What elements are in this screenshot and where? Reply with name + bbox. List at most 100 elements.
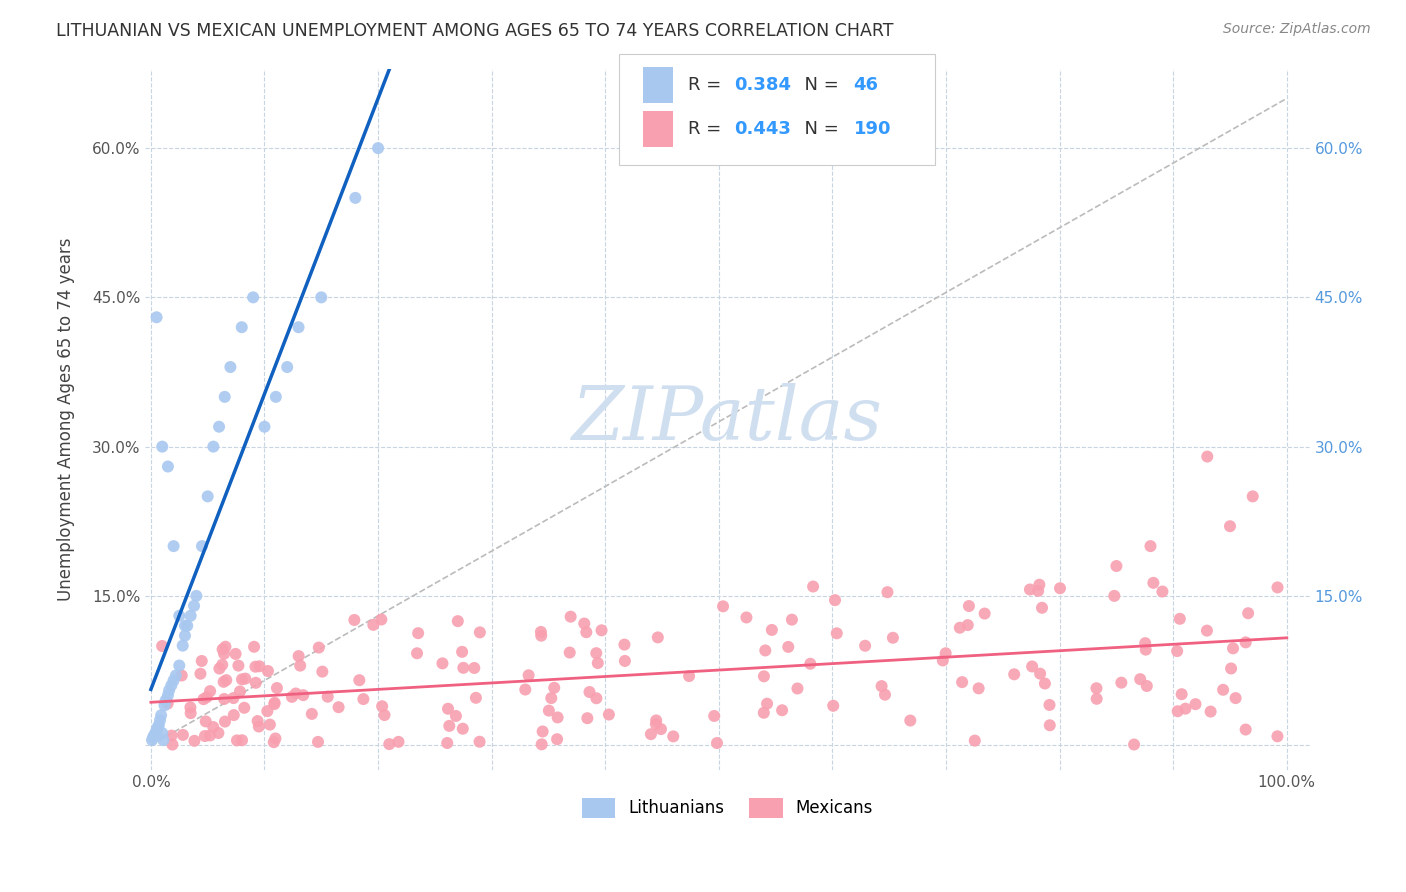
Point: [650, 722, 672, 736]
Point: [150, 726, 173, 740]
Point: [647, 631, 669, 645]
Point: [190, 666, 212, 681]
Point: [156, 689, 179, 703]
Point: [284, 686, 307, 700]
Point: [343, 613, 366, 627]
Point: [143, 728, 166, 742]
Point: [1129, 672, 1152, 686]
Point: [1170, 687, 1192, 701]
Point: [711, 599, 734, 614]
Point: [786, 681, 808, 696]
Point: [226, 733, 249, 747]
Point: [148, 718, 170, 732]
Point: [1212, 682, 1234, 697]
Point: [437, 702, 460, 716]
Point: [202, 440, 225, 454]
Point: [1049, 581, 1071, 595]
Point: [451, 645, 474, 659]
Point: [823, 698, 845, 713]
Text: N =: N =: [793, 120, 845, 138]
Point: [292, 688, 315, 702]
Point: [547, 710, 569, 724]
Point: [586, 656, 609, 670]
Point: [378, 737, 401, 751]
Point: [160, 729, 183, 743]
Point: [155, 693, 177, 707]
Point: [585, 646, 607, 660]
Point: [770, 703, 793, 717]
Point: [530, 737, 553, 751]
Point: [585, 691, 607, 706]
Point: [1222, 641, 1244, 656]
Point: [780, 613, 803, 627]
Point: [801, 580, 824, 594]
Text: 190: 190: [853, 120, 891, 138]
Point: [1152, 584, 1174, 599]
Point: [215, 673, 238, 687]
Point: [212, 692, 235, 706]
Text: Source: ZipAtlas.com: Source: ZipAtlas.com: [1223, 22, 1371, 37]
Point: [246, 714, 269, 728]
Point: [328, 700, 350, 714]
Point: [1220, 661, 1243, 675]
Point: [531, 724, 554, 739]
Point: [231, 673, 253, 687]
Point: [453, 661, 475, 675]
Point: [263, 697, 285, 711]
Point: [432, 657, 454, 671]
Point: [543, 681, 565, 695]
Text: R =: R =: [688, 76, 727, 94]
Point: [932, 653, 955, 667]
Point: [444, 709, 467, 723]
Point: [451, 722, 474, 736]
Point: [598, 707, 620, 722]
Point: [141, 733, 163, 747]
Point: [574, 616, 596, 631]
Point: [1021, 659, 1043, 673]
Point: [197, 489, 219, 503]
Point: [537, 704, 560, 718]
Point: [1234, 723, 1257, 737]
Point: [1105, 559, 1128, 574]
Point: [191, 539, 214, 553]
Point: [214, 714, 236, 729]
Point: [281, 690, 304, 704]
Point: [973, 607, 995, 621]
Point: [174, 629, 197, 643]
Point: [157, 683, 180, 698]
Point: [882, 631, 904, 645]
Point: [183, 734, 205, 748]
Point: [231, 733, 253, 747]
Point: [1026, 583, 1049, 598]
Point: [935, 646, 957, 660]
Point: [558, 646, 581, 660]
Point: [1241, 489, 1264, 503]
Text: 0.443: 0.443: [734, 120, 790, 138]
Point: [706, 736, 728, 750]
Point: [575, 625, 598, 640]
Point: [307, 735, 329, 749]
Point: [447, 614, 470, 628]
Point: [263, 735, 285, 749]
Point: [162, 539, 184, 553]
Point: [1028, 578, 1050, 592]
Point: [406, 626, 429, 640]
Point: [222, 691, 245, 706]
Point: [174, 618, 197, 632]
Point: [160, 678, 183, 692]
Point: [678, 669, 700, 683]
Point: [578, 685, 600, 699]
Point: [1039, 718, 1062, 732]
Y-axis label: Unemployment Among Ages 65 to 74 years: Unemployment Among Ages 65 to 74 years: [58, 237, 75, 601]
Point: [613, 654, 636, 668]
Point: [208, 419, 231, 434]
Point: [363, 618, 385, 632]
Point: [172, 728, 194, 742]
Point: [153, 698, 176, 713]
Point: [231, 320, 253, 334]
Point: [156, 697, 179, 711]
Point: [212, 674, 235, 689]
Point: [156, 459, 179, 474]
Point: [287, 320, 309, 334]
Point: [735, 610, 758, 624]
